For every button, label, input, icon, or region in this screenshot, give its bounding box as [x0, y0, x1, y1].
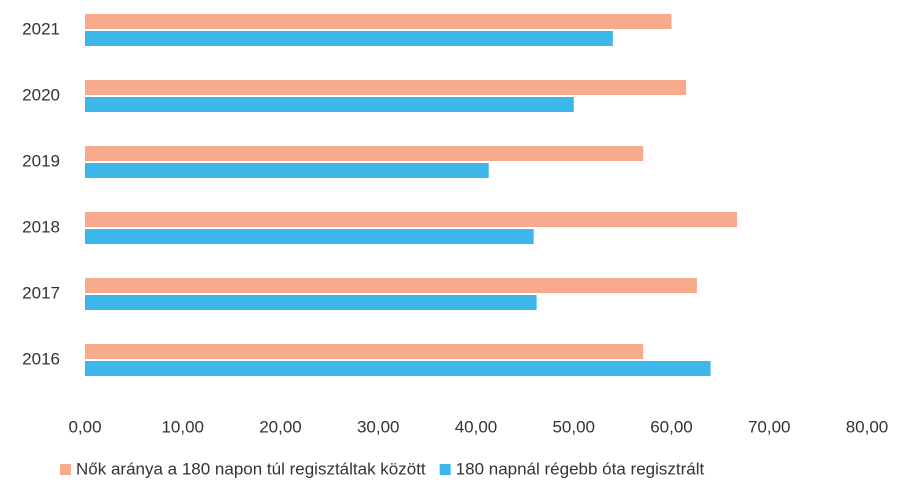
bar	[85, 295, 537, 310]
x-tick-label: 20,00	[259, 417, 302, 436]
x-tick-label: 60,00	[650, 417, 693, 436]
bar	[85, 146, 644, 161]
x-tick-label: 70,00	[748, 417, 791, 436]
x-tick-label: 10,00	[161, 417, 204, 436]
bar	[85, 229, 534, 244]
legend-swatch	[60, 464, 71, 475]
x-tick-label: 40,00	[455, 417, 498, 436]
bar	[85, 212, 737, 227]
legend-swatch	[439, 464, 451, 475]
legend-label: Nők aránya a 180 napon túl regisztáltak …	[76, 459, 426, 478]
bar	[85, 278, 697, 293]
bar	[85, 14, 672, 29]
bar	[85, 344, 644, 359]
x-tick-label: 0,00	[68, 417, 101, 436]
x-tick-label: 30,00	[357, 417, 400, 436]
legend-label: 180 napnál régebb óta regisztrált	[456, 459, 705, 478]
bar	[85, 80, 687, 95]
bar	[85, 361, 711, 376]
x-tick-label: 50,00	[552, 417, 595, 436]
y-tick-label: 2021	[22, 19, 60, 38]
y-tick-label: 2019	[22, 151, 60, 170]
y-tick-label: 2018	[22, 217, 60, 236]
x-tick-label: 80,00	[846, 417, 889, 436]
bar	[85, 163, 489, 178]
bar	[85, 97, 574, 112]
y-tick-label: 2016	[22, 349, 60, 368]
y-tick-label: 2017	[22, 283, 60, 302]
bar	[85, 31, 613, 46]
y-tick-label: 2020	[22, 85, 60, 104]
